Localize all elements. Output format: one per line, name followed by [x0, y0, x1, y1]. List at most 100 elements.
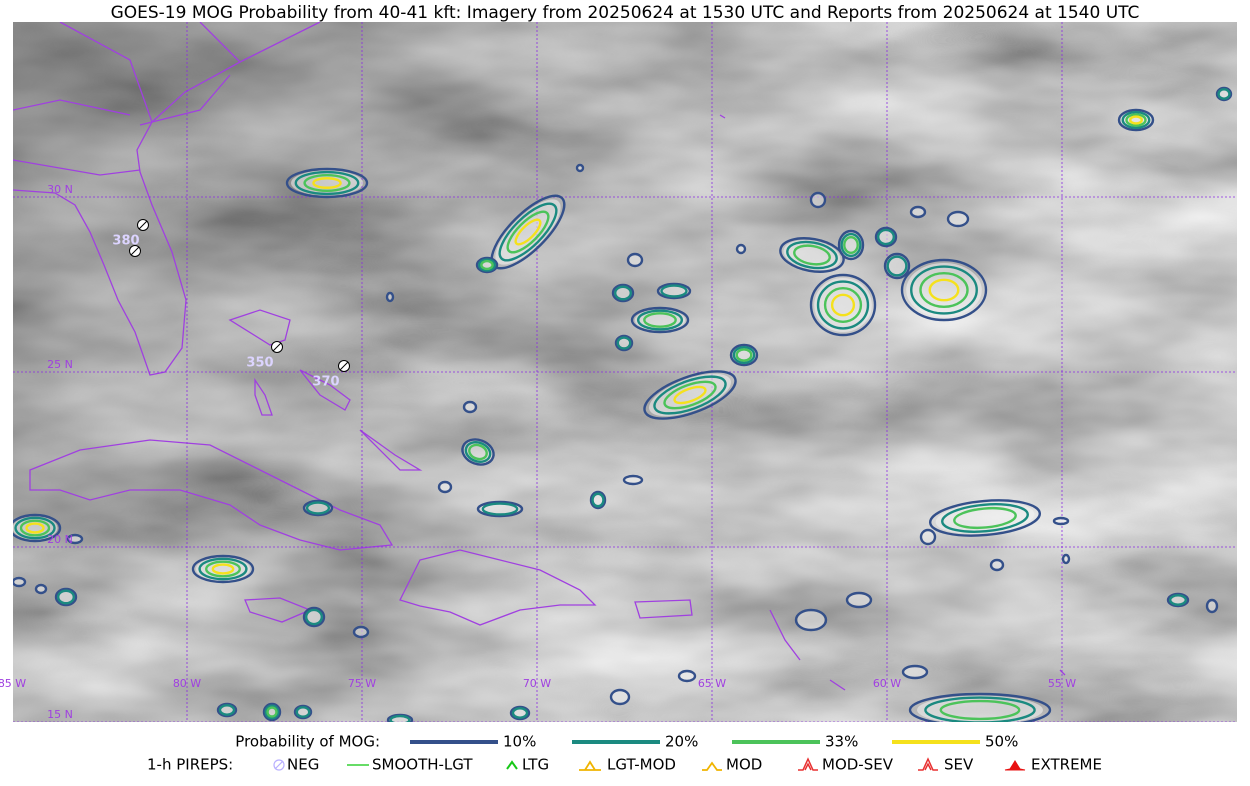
neg-slash: [339, 361, 349, 371]
mod-sev-symbol: [798, 757, 818, 771]
contour: [305, 501, 331, 515]
latitude-label: 15 N: [47, 708, 73, 721]
contour: [204, 560, 241, 578]
contour: [677, 669, 697, 683]
coastlines: [13, 22, 1066, 691]
contour: [462, 400, 478, 414]
cloud-core: [921, 530, 935, 544]
legend-label: 50%: [985, 733, 1018, 751]
contour: [609, 688, 631, 706]
contour: [886, 255, 908, 277]
contour: [266, 706, 278, 718]
longitude-label: 60 W: [873, 677, 901, 690]
longitude-label: 70 W: [523, 677, 551, 690]
contour: [919, 528, 937, 546]
cloud-core: [354, 627, 368, 637]
contour: [509, 705, 531, 721]
contour: [643, 370, 737, 420]
contour: [1125, 113, 1147, 127]
cloud-core: [649, 373, 731, 417]
contour: [636, 309, 684, 331]
contour: [928, 499, 1042, 537]
cloud-core: [611, 690, 629, 704]
pirep-altitude: 350: [246, 356, 273, 371]
contour: [732, 346, 756, 365]
cloud-core: [13, 578, 25, 586]
contour: [845, 591, 873, 609]
longitude-label: 85 W: [0, 677, 26, 690]
ltg-symbol: [506, 760, 518, 770]
contour: [352, 625, 370, 639]
contour: [673, 385, 707, 405]
contour: [461, 438, 495, 466]
latitude-label: 25 N: [47, 358, 73, 371]
contour: [295, 706, 311, 718]
contour: [1117, 108, 1155, 132]
contour: [34, 583, 48, 595]
cloud-core: [464, 402, 476, 412]
cloud-core: [679, 671, 695, 681]
cloud-core: [305, 501, 331, 515]
contour: [901, 664, 929, 680]
cloud-core: [614, 285, 632, 301]
legend-label: LTG: [522, 756, 549, 774]
contour: [514, 218, 542, 246]
contour: [786, 240, 838, 270]
mod-symbol: [702, 761, 722, 771]
longitude-label: 80 W: [173, 677, 201, 690]
contour: [54, 587, 78, 607]
contour: [656, 282, 692, 300]
contour: [285, 167, 369, 199]
contour: [191, 554, 255, 584]
contour: [589, 490, 607, 510]
contour: [19, 519, 51, 537]
contour: [294, 170, 360, 196]
contour: [389, 714, 411, 722]
contour: [198, 557, 248, 581]
cloud-core: [291, 170, 363, 196]
cloud-core: [1054, 518, 1068, 524]
contour: [809, 273, 877, 337]
contour: [809, 191, 827, 209]
contour: [630, 306, 690, 334]
contour: [614, 334, 634, 352]
contour: [660, 284, 688, 298]
extreme-symbol: [1004, 760, 1026, 771]
latitude-label: 30 N: [47, 183, 73, 196]
pirep-altitude: 380: [112, 234, 139, 249]
legend-title: Probability of MOG:: [235, 733, 380, 751]
contour: [919, 272, 969, 309]
contour: [1215, 86, 1233, 102]
contour: [14, 516, 56, 540]
contour: [840, 232, 862, 258]
cloud-core: [628, 254, 642, 266]
cloud-core: [991, 560, 1003, 570]
legend-label: 10%: [503, 733, 536, 751]
contour: [953, 506, 1017, 530]
cloud-core: [634, 309, 686, 331]
contour: [481, 502, 519, 516]
contour: [735, 243, 747, 255]
contour: [928, 278, 960, 302]
contour: [293, 704, 313, 720]
cloud-core: [387, 293, 393, 301]
sev-symbol: [918, 757, 938, 771]
contour: [816, 280, 870, 330]
cloud-core: [906, 263, 982, 317]
cloud-core: [1207, 600, 1217, 612]
contour: [66, 533, 84, 545]
cloud-core: [949, 212, 967, 226]
contour: [874, 226, 898, 248]
legend-label: LGT-MOD: [607, 756, 676, 774]
neg-slash: [272, 342, 282, 352]
cloud-core: [624, 476, 642, 484]
neg-slash: [274, 760, 284, 770]
contour: [793, 244, 831, 266]
contour: [476, 500, 524, 518]
contour: [25, 522, 45, 534]
legend-label: 20%: [665, 733, 698, 751]
contour: [823, 287, 863, 324]
cloud-core: [737, 245, 745, 253]
contour: [626, 252, 644, 268]
